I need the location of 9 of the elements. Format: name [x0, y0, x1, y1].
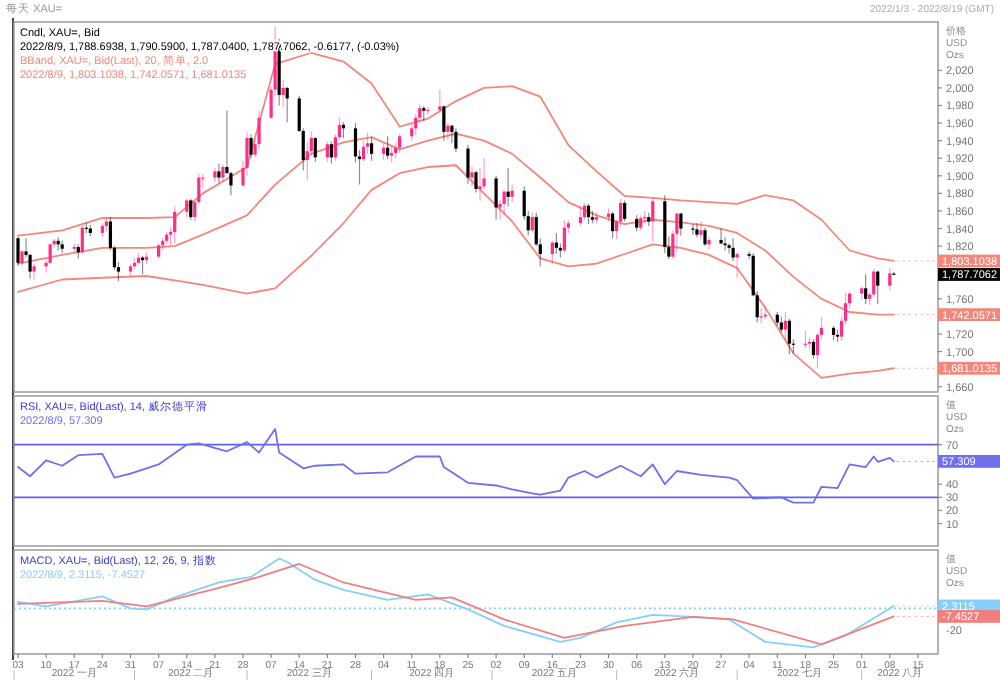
- candlestick: [695, 222, 699, 238]
- candlestick: [727, 242, 731, 254]
- candlestick: [691, 223, 695, 236]
- candlestick: [32, 263, 36, 281]
- candlestick: [699, 220, 703, 240]
- candlestick: [446, 122, 450, 141]
- candlestick: [723, 236, 727, 252]
- candlestick: [719, 227, 723, 245]
- candlestick: [707, 236, 711, 251]
